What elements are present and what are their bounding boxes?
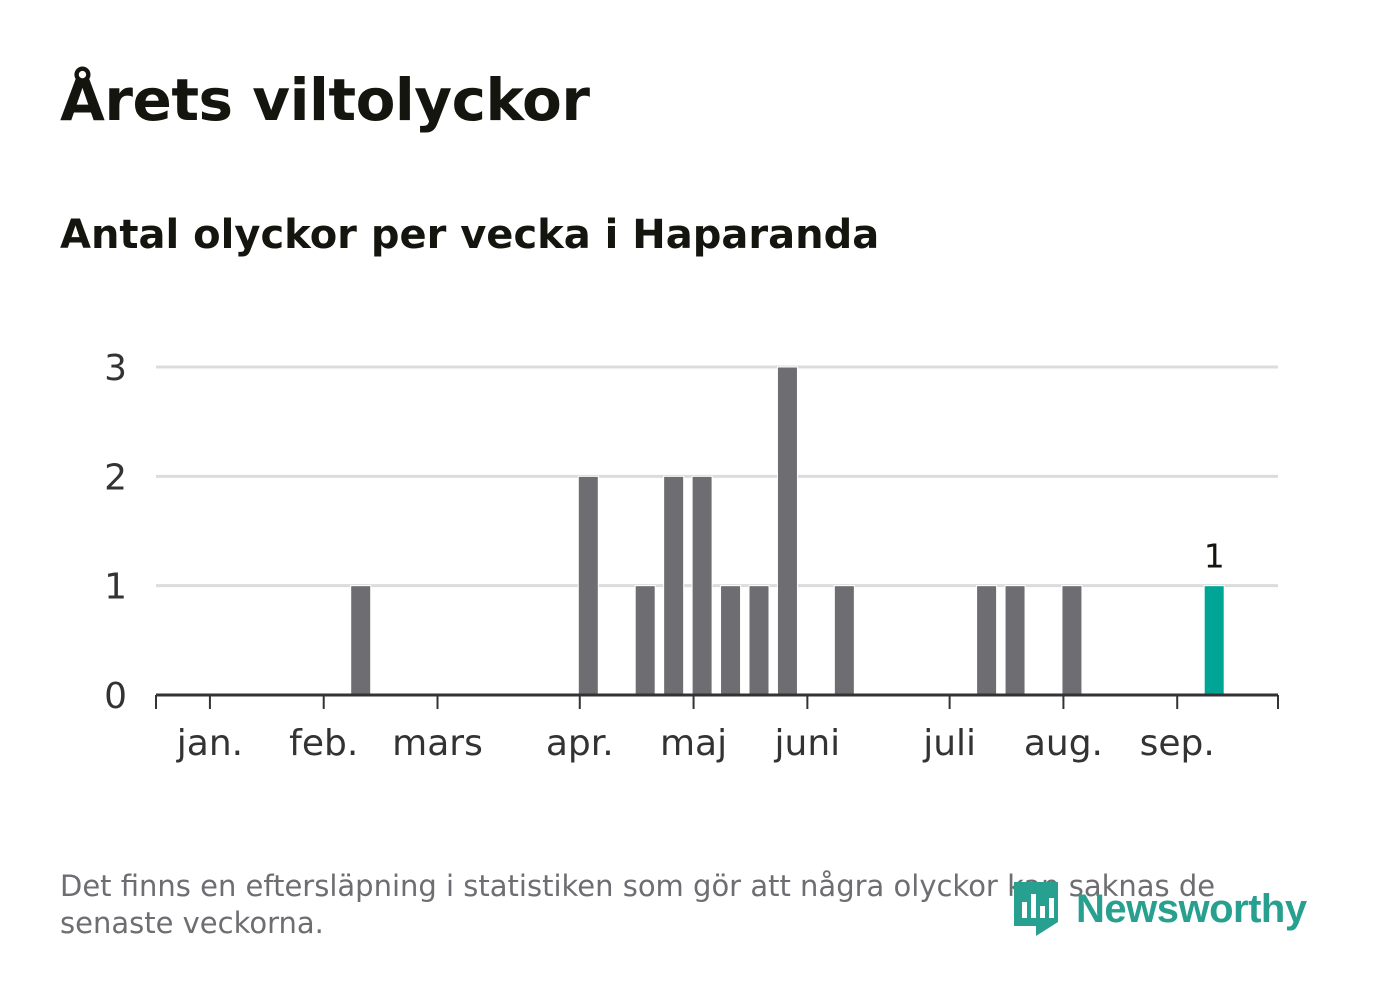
x-tick-label: feb. [289, 723, 358, 764]
x-tick-label: mars [392, 723, 483, 764]
bar [776, 366, 798, 696]
bar [976, 585, 998, 696]
bar [691, 475, 713, 696]
bar [1061, 585, 1083, 696]
x-tick-label: jan. [176, 723, 243, 764]
bar [833, 585, 855, 696]
newsworthy-logo-icon [1014, 882, 1058, 936]
bar-highlight [1203, 585, 1225, 696]
y-axis-ticks: 0 1 2 3 [104, 348, 127, 717]
highlight-value-label: 1 [1204, 537, 1225, 576]
chart-title: Årets viltolyckor [60, 66, 590, 134]
x-tick-label: maj [660, 723, 727, 764]
x-tick-label: sep. [1140, 723, 1215, 764]
bar [663, 475, 685, 696]
x-tick-label: aug. [1024, 723, 1103, 764]
x-axis [155, 693, 1279, 709]
brand-name: Newsworthy [1076, 886, 1307, 931]
y-tick-label: 2 [104, 457, 127, 498]
x-tick-label: juli [922, 723, 976, 764]
bar [1004, 585, 1026, 696]
chart-subtitle: Antal olyckor per vecka i Haparanda [60, 212, 880, 258]
gridlines [156, 365, 1278, 588]
data-labels: 1 [1204, 537, 1225, 576]
y-tick-label: 0 [104, 676, 127, 717]
y-tick-label: 3 [104, 348, 127, 389]
bar [720, 585, 742, 696]
bar-chart: 0 1 2 3 jan. feb. mars apr. maj juni juli aug. sep.… [104, 348, 1279, 764]
bar [577, 475, 599, 696]
brand-logo: Newsworthy [1010, 878, 1307, 940]
y-tick-label: 1 [104, 567, 127, 608]
bar [748, 585, 770, 696]
x-axis-ticks: jan. feb. mars apr. maj juni juli aug. sep. [176, 695, 1215, 764]
x-tick-label: juni [774, 723, 841, 764]
bar [350, 585, 372, 696]
bar [634, 585, 656, 696]
x-tick-label: apr. [546, 723, 614, 764]
bars [350, 366, 1225, 696]
